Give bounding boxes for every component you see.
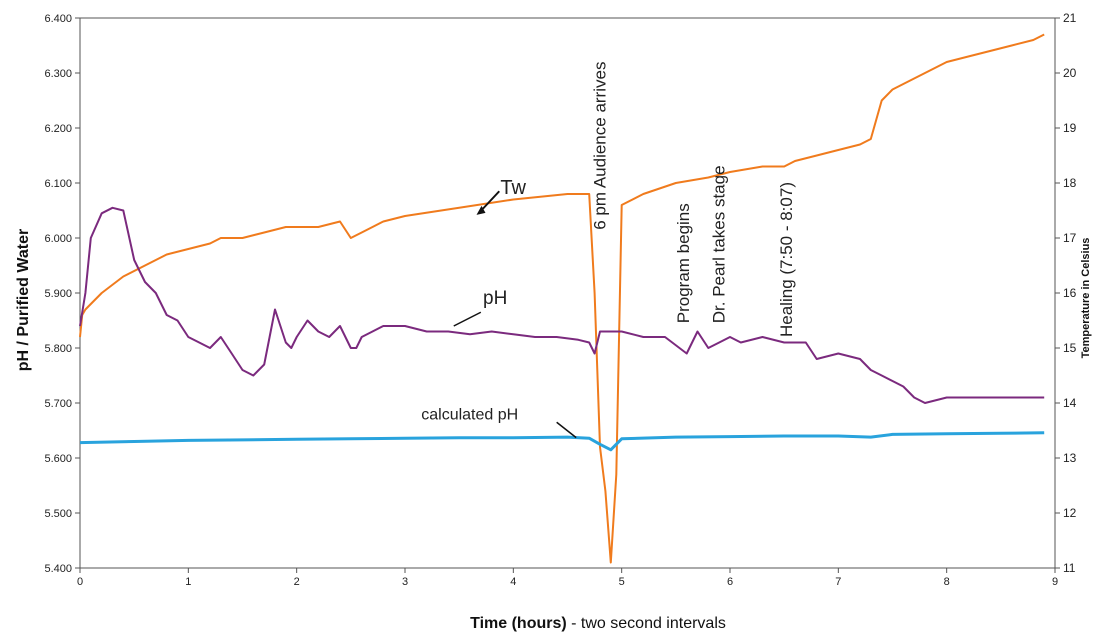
- plot-frame: [79, 17, 1056, 569]
- annotation-ph-arrow: [453, 311, 482, 327]
- x-tick-label: 3: [402, 576, 408, 588]
- annotation-calculated-ph-arrow: [556, 421, 577, 439]
- annotation-tw: Tw: [500, 177, 526, 199]
- y2-tick-label: 16: [1063, 286, 1077, 300]
- tick-layer: 0 1 2 3 4 5 6 7 8 95.4005.5005.6005.7005.8005.900…: [44, 11, 1076, 588]
- x-tick-label: 4: [510, 576, 516, 588]
- series-line-ph: [79, 206, 1045, 404]
- x-tick-label: 9: [1052, 576, 1058, 588]
- y2-axis-label: Temperature in Celsius: [1080, 238, 1092, 359]
- x-tick-label: 6: [727, 576, 733, 588]
- y2-tick-label: 19: [1063, 121, 1077, 135]
- annotation-audience-arrives: 6 pm Audience arrives: [590, 62, 609, 230]
- y2-tick-label: 17: [1063, 231, 1077, 245]
- y2-tick-label: 20: [1063, 66, 1077, 80]
- x-tick-label: 7: [835, 576, 841, 588]
- annotation-dr-pearl: Dr. Pearl takes stage: [710, 165, 729, 323]
- series-line-tw: [79, 33, 1045, 564]
- y2-tick-label: 14: [1063, 396, 1077, 410]
- y-tick-label: 5.500: [44, 508, 72, 520]
- y-axis-label: pH / Purified Water: [15, 229, 32, 372]
- x-tick-label: 8: [944, 576, 950, 588]
- annotation-tw-arrowhead: [476, 205, 486, 215]
- y2-tick-label: 13: [1063, 451, 1077, 465]
- annotation-ph: pH: [483, 288, 507, 309]
- x-tick-label: 5: [619, 576, 625, 588]
- y-tick-label: 6.000: [44, 233, 72, 245]
- annotation-program-begins: Program begins: [674, 203, 693, 323]
- annotation-healing: Healing (7:50 - 8:07): [777, 182, 796, 337]
- plot-border: [79, 17, 1056, 569]
- x-tick-label: 2: [294, 576, 300, 588]
- y-tick-label: 5.600: [44, 453, 72, 465]
- x-tick-label: 0: [77, 576, 83, 588]
- y2-tick-label: 21: [1063, 11, 1077, 25]
- y-tick-label: 6.300: [44, 68, 72, 80]
- series-line-calculated-ph: [79, 431, 1045, 452]
- y-tick-label: 6.100: [44, 178, 72, 190]
- y-tick-label: 5.900: [44, 288, 72, 300]
- annotation-calculated-ph: calculated pH: [421, 407, 518, 424]
- series-layer: [79, 33, 1045, 564]
- x-axis-label: Time (hours) - two second intervals: [470, 615, 726, 632]
- annotation-layer: Tw pH calculated pH 6 pm Audience arrives Pr…: [421, 62, 796, 439]
- y2-tick-label: 18: [1063, 176, 1077, 190]
- y-tick-label: 5.800: [44, 343, 72, 355]
- y2-tick-label: 15: [1063, 341, 1077, 355]
- y2-tick-label: 11: [1063, 561, 1076, 575]
- y2-tick-label: 12: [1063, 506, 1077, 520]
- x-tick-label: 1: [185, 576, 191, 588]
- y-tick-label: 6.400: [44, 13, 72, 25]
- y-tick-label: 5.700: [44, 398, 72, 410]
- y-tick-label: 5.400: [44, 563, 72, 575]
- y-tick-label: 6.200: [44, 123, 72, 135]
